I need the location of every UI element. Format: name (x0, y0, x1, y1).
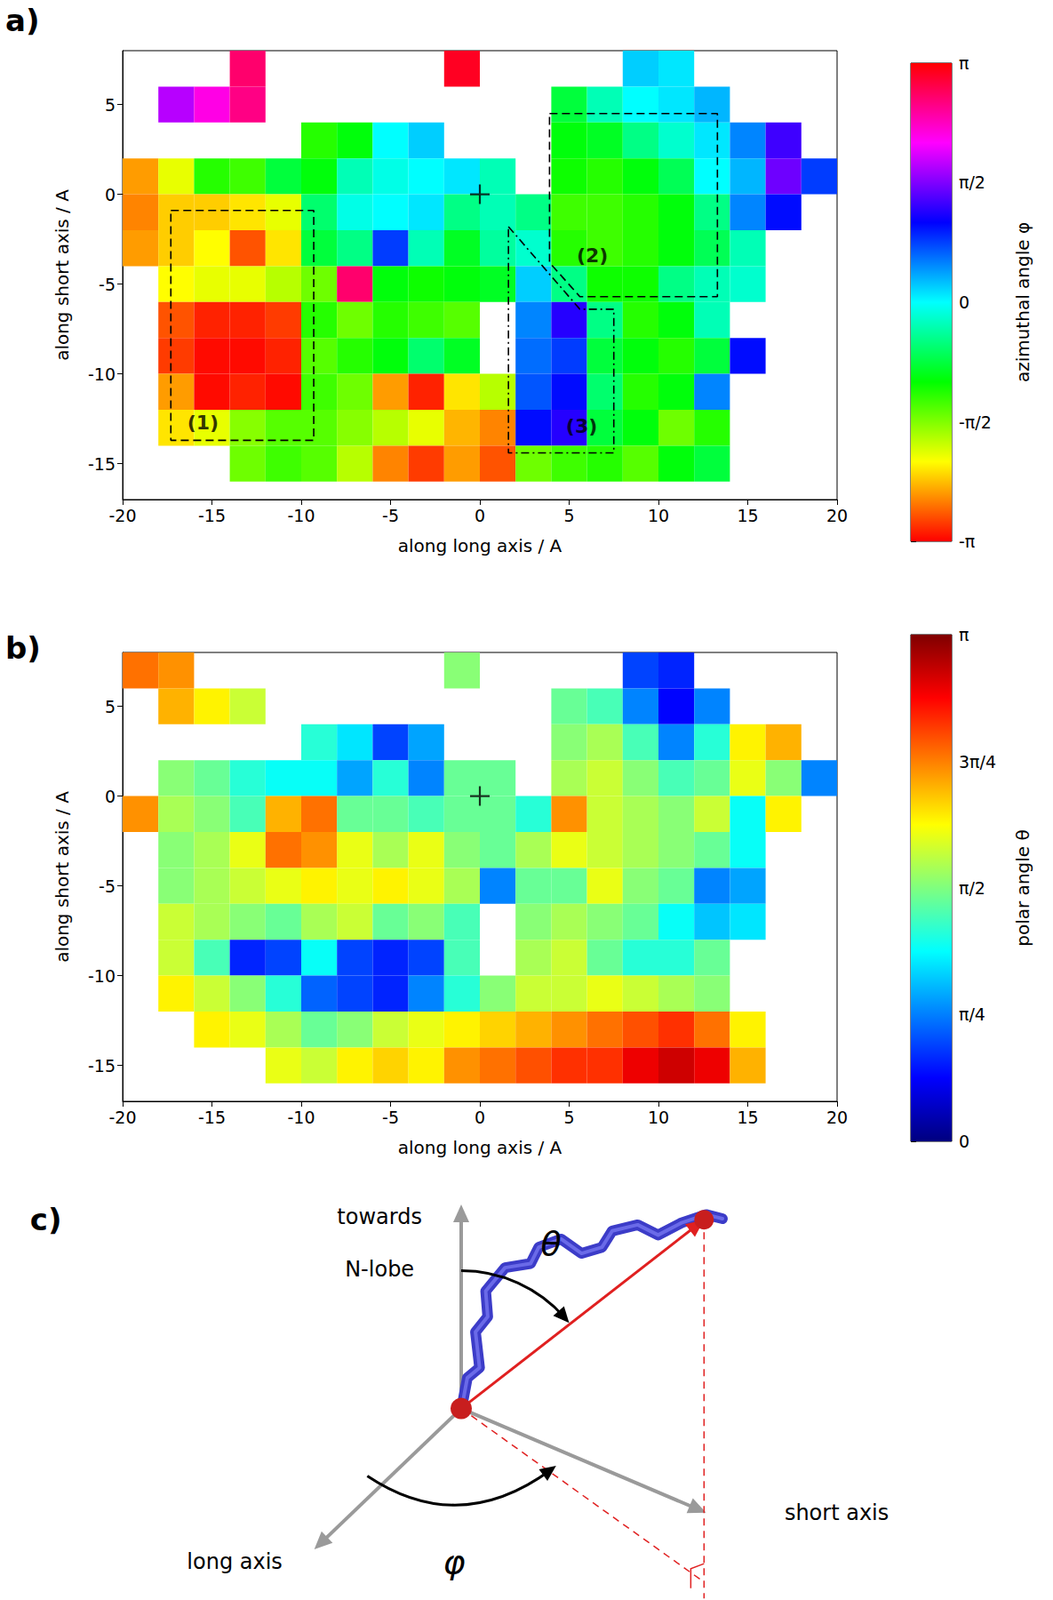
svg-text:(1): (1) (187, 411, 219, 434)
svg-text:20: 20 (826, 1107, 848, 1127)
svg-text:0: 0 (474, 1107, 486, 1127)
svg-text:-5: -5 (98, 274, 116, 295)
svg-text:-10: -10 (87, 965, 116, 986)
svg-text:-10: -10 (287, 505, 315, 526)
svg-text:π/2: π/2 (958, 172, 986, 192)
svg-text:π: π (958, 53, 969, 73)
svg-text:0: 0 (958, 292, 970, 312)
svg-text:(2): (2) (576, 244, 608, 267)
svg-text:π: π (958, 624, 969, 645)
svg-text:-15: -15 (198, 505, 226, 526)
svg-text:5: 5 (563, 505, 575, 526)
svg-text:15: 15 (736, 505, 758, 526)
svg-text:long axis: long axis (186, 1548, 283, 1574)
svg-text:-10: -10 (287, 1107, 315, 1127)
svg-text:-15: -15 (198, 1107, 226, 1127)
svg-text:-π/2: -π/2 (958, 412, 992, 432)
svg-text:-10: -10 (87, 364, 116, 384)
svg-text:a): a) (5, 2, 40, 39)
svg-text:-5: -5 (382, 505, 399, 526)
svg-text:π/2: π/2 (958, 877, 986, 898)
svg-text:5: 5 (104, 95, 116, 115)
svg-text:along long axis / A: along long axis / A (398, 1136, 563, 1158)
svg-text:N-lobe: N-lobe (344, 1256, 415, 1282)
svg-text:3π/4: 3π/4 (958, 751, 997, 772)
svg-text:0: 0 (104, 786, 116, 806)
svg-text:15: 15 (736, 1107, 758, 1127)
svg-text:0: 0 (958, 1131, 970, 1151)
svg-text:0: 0 (104, 184, 116, 205)
svg-text:-5: -5 (382, 1107, 399, 1127)
svg-text:azimuthal angle φ: azimuthal angle φ (1012, 222, 1034, 383)
svg-text:polar angle θ: polar angle θ (1012, 829, 1034, 946)
svg-text:-5: -5 (98, 876, 116, 896)
svg-text:5: 5 (563, 1107, 575, 1127)
svg-text:c): c) (30, 1201, 63, 1237)
svg-text:5: 5 (104, 696, 116, 717)
svg-text:-20: -20 (108, 505, 136, 526)
svg-text:10: 10 (647, 505, 670, 526)
svg-text:along short axis / A: along short axis / A (51, 790, 73, 963)
svg-text:φ: φ (442, 1541, 465, 1581)
svg-text:(3): (3) (566, 414, 598, 438)
svg-text:b): b) (5, 630, 41, 666)
svg-text:0: 0 (474, 505, 486, 526)
svg-text:short axis: short axis (784, 1499, 889, 1525)
svg-text:θ: θ (540, 1223, 561, 1263)
svg-text:10: 10 (647, 1107, 670, 1127)
svg-text:-20: -20 (108, 1107, 136, 1127)
svg-text:along short axis / A: along short axis / A (51, 189, 73, 361)
svg-text:towards: towards (336, 1204, 423, 1229)
svg-text:-15: -15 (87, 1055, 116, 1076)
svg-text:-15: -15 (87, 454, 116, 474)
svg-text:20: 20 (826, 505, 848, 526)
svg-text:π/4: π/4 (958, 1004, 986, 1024)
svg-text:-π: -π (958, 531, 975, 551)
svg-text:along long axis / A: along long axis / A (398, 534, 563, 557)
